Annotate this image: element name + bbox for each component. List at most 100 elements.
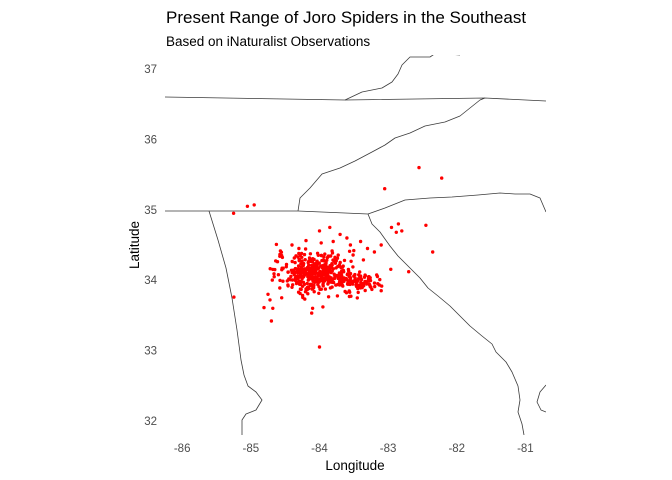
observation-point [295,270,299,274]
observation-point [290,259,294,264]
observation-point [321,268,326,273]
observation-point [334,259,338,263]
observation-point [299,287,303,292]
observation-point [407,270,411,274]
observation-point [345,236,349,240]
observation-point [293,260,297,265]
observation-point [266,292,270,296]
y-tick-label: 34 [144,275,157,287]
observation-point [380,284,384,288]
observation-point [365,282,369,286]
observation-point [431,250,435,254]
observation-point [297,251,301,256]
observation-point [303,297,307,301]
observation-point [340,278,344,283]
observation-point [347,289,351,293]
observation-point [278,286,282,290]
observation-point [424,223,428,227]
observation-point [351,265,355,269]
observation-point [299,251,304,256]
observation-point [272,272,276,276]
observation-point [305,281,309,286]
observation-point [351,253,355,257]
observation-point [358,270,362,274]
observation-point [341,276,345,280]
observation-point [299,265,304,269]
observation-point [363,288,367,293]
chart-subtitle: Based on iNaturalist Observations [166,34,370,49]
observation-point [281,279,285,283]
observation-point [345,272,349,277]
observation-point [274,242,279,247]
observation-point [300,293,305,298]
observation-point [303,258,307,262]
observation-point [329,254,333,258]
observation-point [349,294,353,298]
observation-point [367,279,371,283]
coast-line [536,384,546,413]
observation-point [300,259,304,263]
observation-point [342,258,347,263]
observation-point [330,262,334,266]
observation-point [286,270,290,274]
observation-point [309,282,314,287]
observation-point [326,268,330,273]
observation-point [348,277,352,281]
ga-tn-nc-border [165,192,546,215]
observation-point [268,298,272,302]
x-tick-label: -84 [311,443,328,455]
observation-point [367,282,372,286]
tn-nc-border [297,97,486,212]
y-axis-ticks: 32 33 34 35 36 37 [144,64,157,428]
y-tick-label: 32 [144,416,157,428]
al-ga-border [208,210,263,435]
observation-point [337,263,342,267]
observation-point [284,262,289,267]
observation-point [339,265,343,270]
observation-point [286,283,290,287]
observation-point [355,296,359,300]
observation-point [301,275,306,279]
observation-point [440,176,444,180]
observation-point [298,280,302,284]
observation-point [328,280,332,284]
observation-point [297,246,301,251]
x-tick-label: -86 [174,443,191,455]
x-tick-label: -85 [242,443,259,455]
observation-point [268,267,272,271]
observation-point [306,260,310,265]
observation-point [348,243,353,247]
observation-point [352,248,356,253]
x-tick-label: -83 [380,443,397,455]
observation-point [335,294,340,298]
observation-point [333,255,337,259]
observation-point [278,249,283,253]
observation-point [358,239,363,244]
observation-point [339,282,343,286]
observation-point [317,345,322,349]
observation-point [345,278,349,282]
observation-point [307,256,312,260]
y-tick-label: 36 [144,134,157,146]
observation-point [308,252,313,256]
observation-point [302,252,307,257]
observation-point [322,278,326,282]
va-wv-border [344,55,460,101]
observation-point [319,253,323,258]
observation-point [344,291,349,295]
observation-point [326,295,331,299]
observation-point [363,274,367,278]
observation-point [334,283,338,287]
observation-point [317,285,321,289]
observation-point [271,306,275,310]
observation-point [289,274,293,279]
observation-point [293,277,297,282]
observation-point [341,269,345,273]
observation-point [378,277,382,282]
observation-point [298,273,303,277]
observation-point [330,277,335,282]
observation-point [305,285,310,290]
observation-point [351,282,355,286]
x-axis-label: Longitude [325,458,384,473]
